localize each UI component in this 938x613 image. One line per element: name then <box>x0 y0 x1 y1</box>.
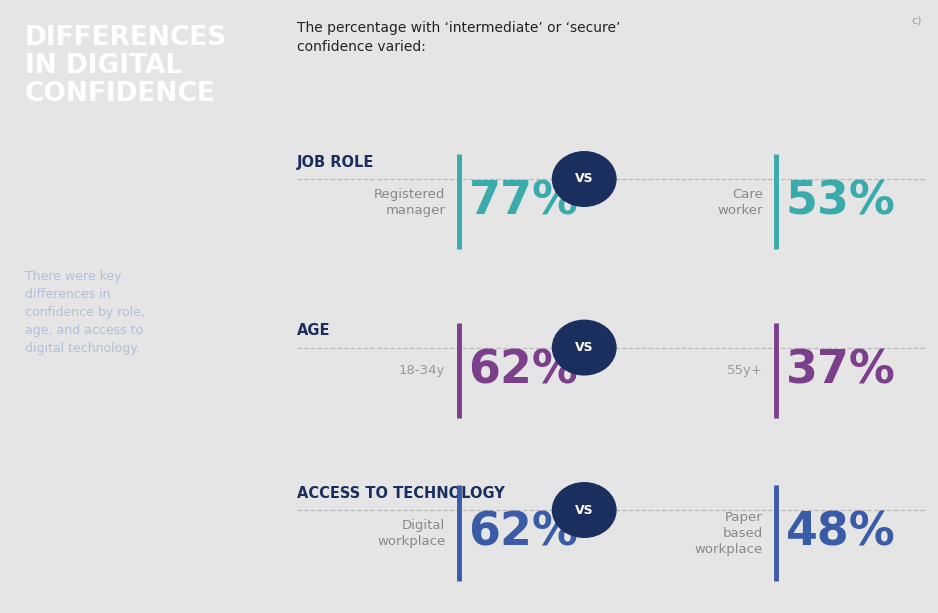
Text: 18-34y: 18-34y <box>399 364 446 378</box>
Text: ACCESS TO TECHNOLOGY: ACCESS TO TECHNOLOGY <box>296 486 505 501</box>
Text: Paper
based
workplace: Paper based workplace <box>694 511 763 556</box>
Ellipse shape <box>552 321 616 375</box>
Text: Care
worker: Care worker <box>718 188 763 217</box>
Text: The percentage with ‘intermediate’ or ‘secure’
confidence varied:: The percentage with ‘intermediate’ or ‘s… <box>296 21 620 55</box>
Ellipse shape <box>552 152 616 206</box>
Text: 53%: 53% <box>786 180 896 225</box>
Text: DIFFERENCES
IN DIGITAL
CONFIDENCE: DIFFERENCES IN DIGITAL CONFIDENCE <box>25 25 227 107</box>
Text: 37%: 37% <box>786 348 896 394</box>
Text: JOB ROLE: JOB ROLE <box>296 155 374 170</box>
Text: 77%: 77% <box>468 180 579 225</box>
Text: 62%: 62% <box>468 511 579 556</box>
Text: AGE: AGE <box>296 324 330 338</box>
Text: VS: VS <box>575 503 594 517</box>
Text: c): c) <box>911 15 921 25</box>
Ellipse shape <box>552 483 616 537</box>
Text: 55y+: 55y+ <box>727 364 763 378</box>
Text: There were key
differences in
confidence by role,
age, and access to
digital tec: There were key differences in confidence… <box>25 270 144 355</box>
Text: VS: VS <box>575 341 594 354</box>
Text: VS: VS <box>575 172 594 186</box>
Text: Registered
manager: Registered manager <box>374 188 446 217</box>
Text: 62%: 62% <box>468 348 579 394</box>
Text: Digital
workplace: Digital workplace <box>377 519 446 548</box>
Text: 48%: 48% <box>786 511 896 556</box>
